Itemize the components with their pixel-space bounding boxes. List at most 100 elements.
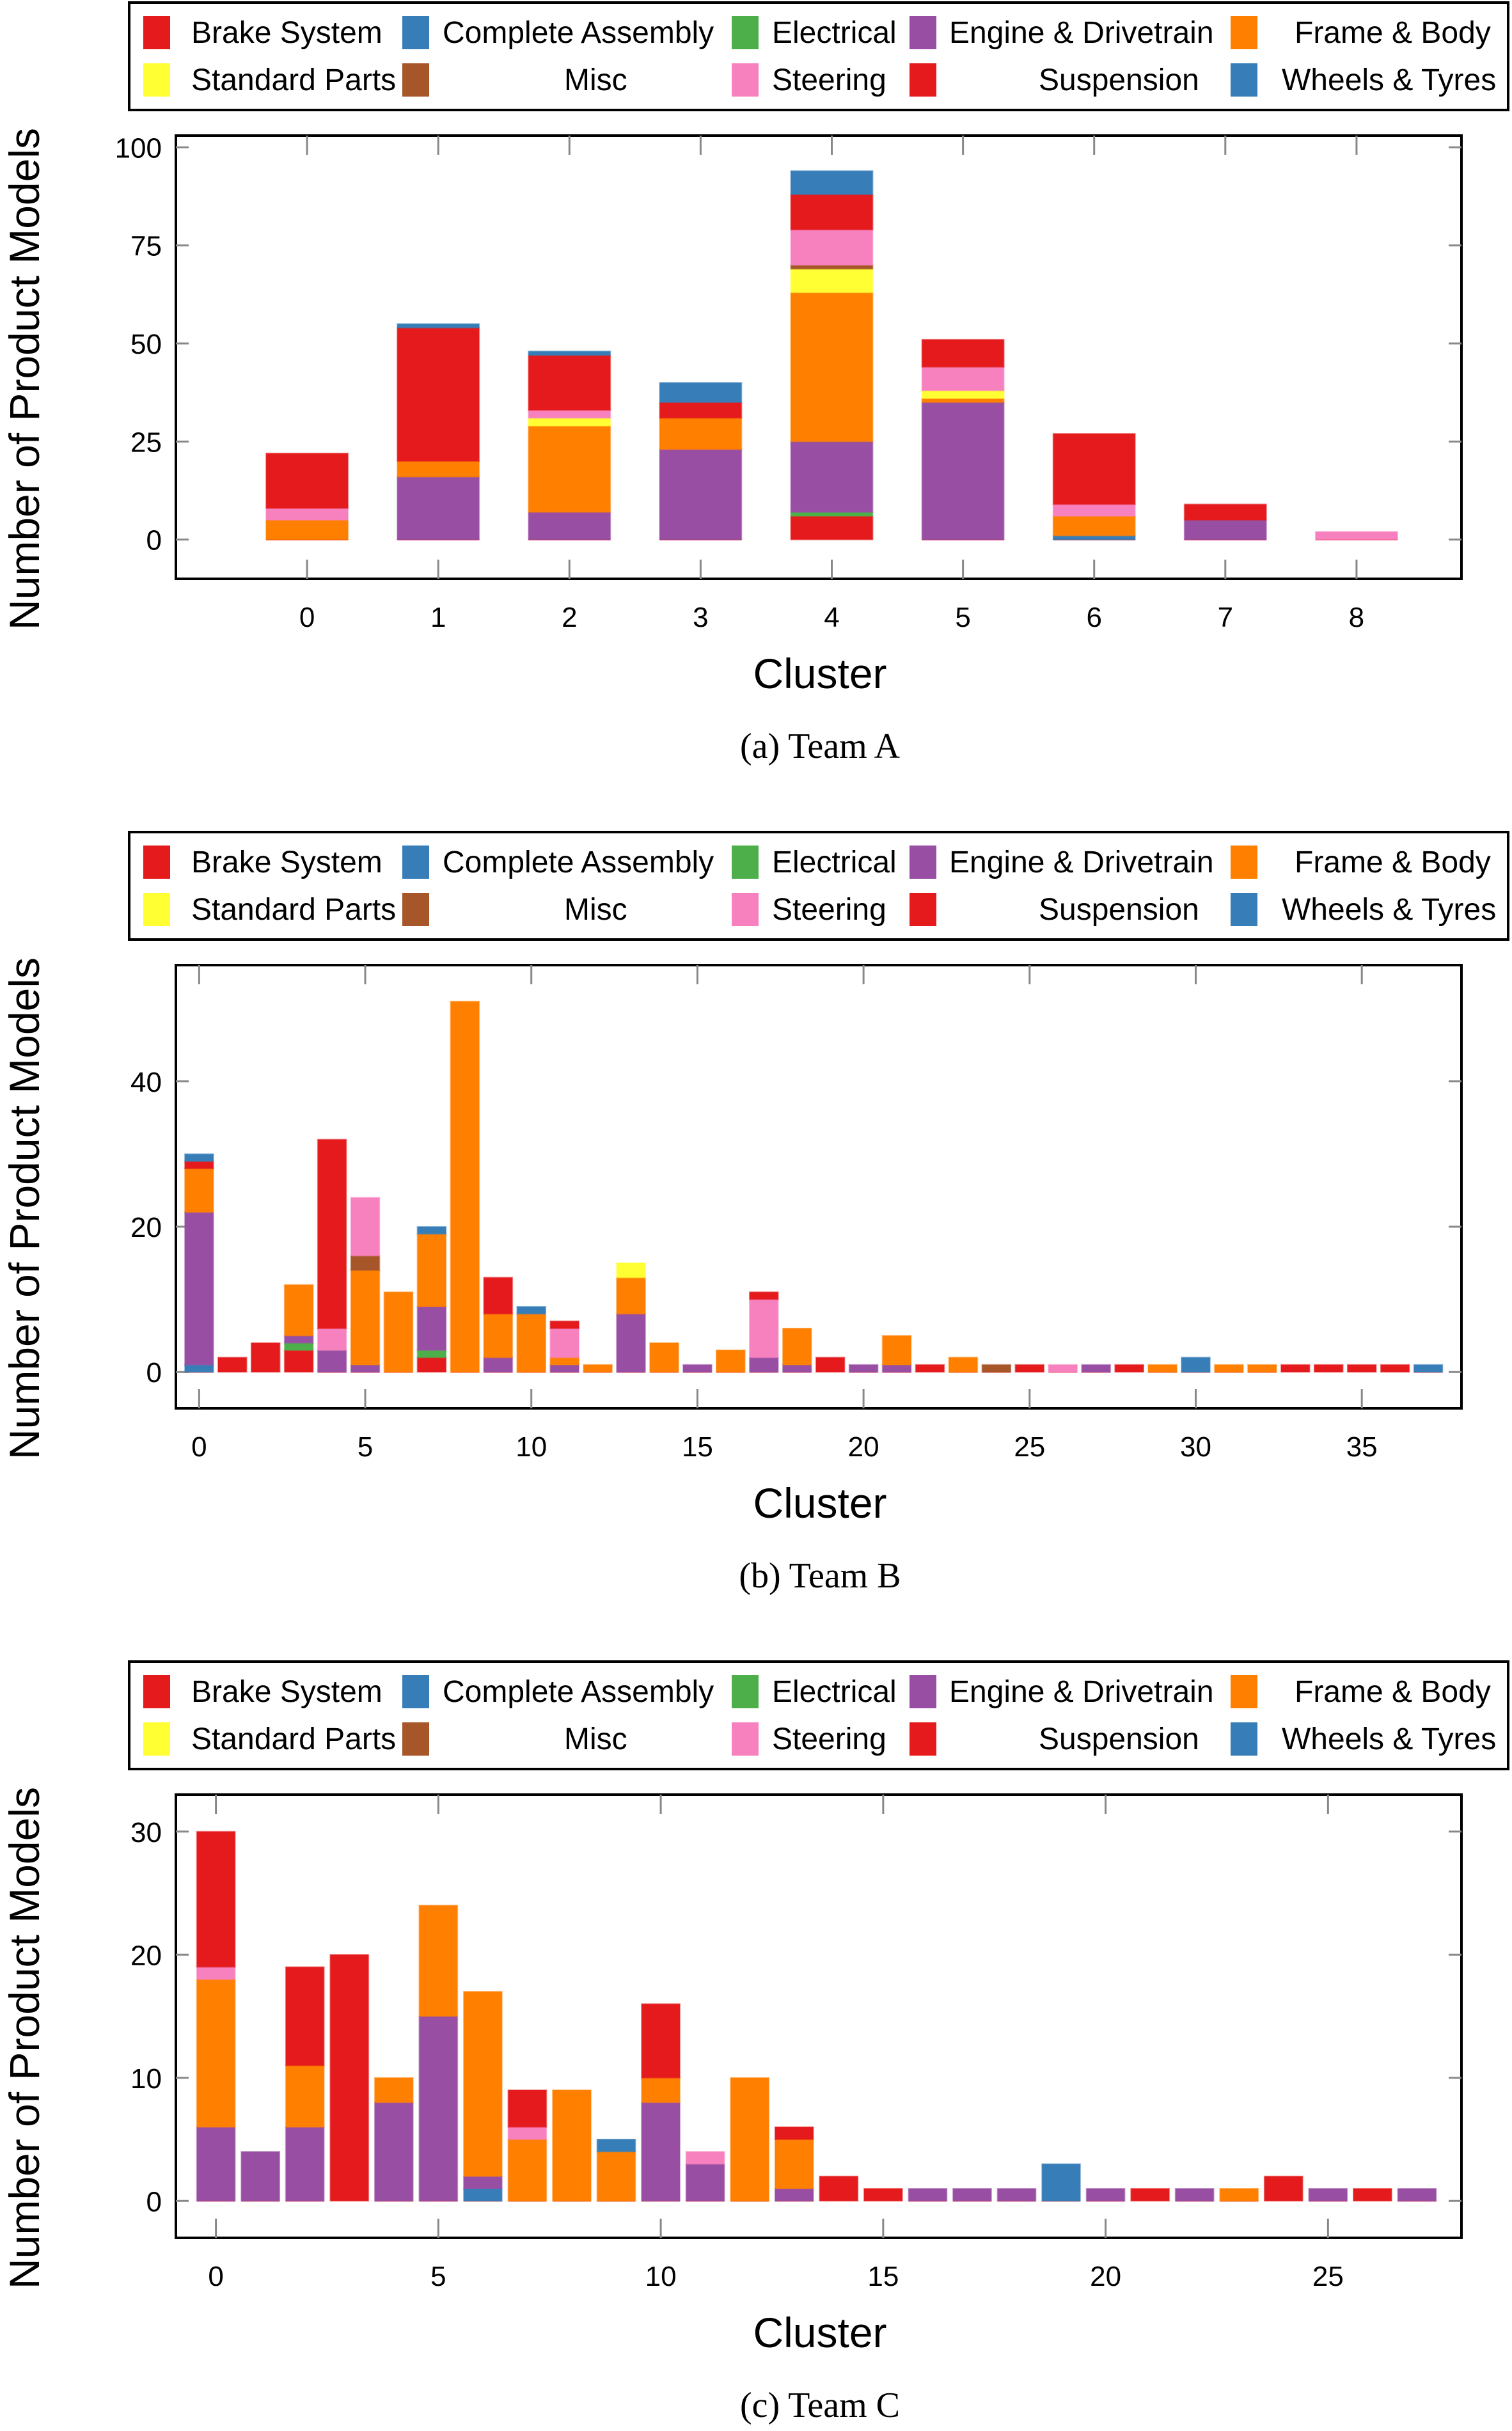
legend-item: Brake System: [143, 1669, 382, 1714]
legend-swatch: [732, 893, 759, 926]
bar-stack: [1214, 1364, 1244, 1373]
legend-item: Complete Assembly: [402, 840, 714, 885]
bar-segment: [549, 1357, 580, 1365]
legend-item: Suspension: [910, 1717, 1199, 1761]
bar-segment: [528, 417, 611, 427]
bar-stack: [1052, 433, 1136, 540]
bar-stack: [1174, 2188, 1215, 2202]
bar-stack: [1247, 1364, 1277, 1373]
bar-segment: [1174, 2188, 1215, 2202]
bar-stack: [774, 2126, 814, 2202]
bar-segment: [952, 2188, 992, 2202]
bar-segment: [1085, 2188, 1126, 2202]
plot-area: 0 25 50 75 100 0 1 2 3 4 5 6 7 8: [115, 132, 1463, 633]
legend-label: Wheels & Tyres: [1282, 1722, 1497, 1756]
x-axis-label: Cluster: [753, 650, 887, 697]
bar-segment: [285, 2126, 325, 2202]
bar-segment: [283, 1284, 314, 1337]
bar-segment: [908, 2188, 948, 2202]
bar-stack: [1014, 1364, 1045, 1373]
legend-label: Frame & Body: [1295, 845, 1491, 879]
bar-segment: [948, 1357, 979, 1373]
bar-segment: [682, 1364, 713, 1373]
bar-segment: [418, 2015, 459, 2202]
legend-label: Misc: [564, 892, 627, 927]
legend-swatch: [402, 63, 429, 97]
legend-item: Electrical: [732, 840, 897, 885]
legend-label: Suspension: [1039, 892, 1199, 927]
panel-team-b: Brake System Complete Assembly Electrical E…: [0, 830, 1512, 1635]
bar-segment: [774, 2126, 814, 2140]
legend-item: Wheels & Tyres: [1231, 58, 1496, 102]
legend-item: Misc: [402, 58, 627, 102]
legend-label: Wheels & Tyres: [1282, 63, 1497, 97]
y-tick-label: 20: [130, 1940, 162, 1971]
bar-segment: [641, 2077, 681, 2104]
bar-segment: [374, 2077, 414, 2104]
bar-segment: [659, 417, 743, 450]
legend-label: Standard Parts: [191, 63, 397, 97]
bar-segment: [616, 1277, 646, 1315]
legend-item: Misc: [402, 887, 627, 932]
x-tick-label: 0: [208, 2261, 223, 2292]
legend-label: Complete Assembly: [443, 1674, 714, 1709]
legend-swatch: [910, 893, 936, 926]
bar-stack: [1313, 1364, 1344, 1373]
bar-segment: [240, 2151, 281, 2202]
x-tick-label: 2: [562, 602, 577, 633]
legend-item: Electrical: [732, 10, 897, 55]
bar-segment: [507, 2089, 547, 2128]
bar-stack: [641, 2003, 681, 2202]
bar-stack: [552, 2089, 592, 2202]
bar-stack: [507, 2089, 547, 2202]
x-tick-label: 15: [867, 2261, 899, 2292]
bar-segment: [1219, 2188, 1259, 2202]
bar-segment: [528, 350, 611, 356]
legend: Brake System Complete Assembly Electrical E…: [128, 1, 1509, 111]
bar-segment: [616, 1262, 646, 1278]
x-tick-label: 20: [848, 1431, 879, 1463]
bar-segment: [1052, 503, 1136, 517]
legend-swatch: [1231, 1722, 1257, 1756]
bar-stack: [952, 2188, 992, 2202]
bar-segment: [462, 1991, 503, 2177]
bar-segment: [774, 2188, 814, 2202]
bar-segment: [374, 2102, 414, 2202]
legend-label: Misc: [564, 1722, 627, 1756]
legend-swatch: [910, 1722, 936, 1756]
legend-label: Frame & Body: [1295, 1674, 1491, 1709]
bar-stack: [863, 2188, 903, 2202]
bar-segment: [1314, 531, 1398, 540]
bar-segment: [790, 229, 874, 266]
legend-item: Standard Parts: [143, 58, 396, 102]
bar-stack: [996, 2188, 1037, 2202]
x-tick-label: 5: [358, 1431, 373, 1463]
bar-segment: [184, 1160, 214, 1170]
bar-segment: [1413, 1364, 1444, 1373]
legend-label: Suspension: [1039, 1722, 1199, 1756]
bar-stack: [716, 1349, 746, 1373]
bar-stack: [1048, 1364, 1078, 1373]
bar-segment: [549, 1328, 580, 1358]
bar-segment: [317, 1138, 347, 1330]
bar-stack: [819, 2175, 859, 2202]
bar-stack: [374, 2077, 414, 2202]
bar-stack: [915, 1364, 945, 1373]
plot-area: 0 10 20 30 0 5 10 15 20 25: [130, 1793, 1463, 2292]
x-tick-label: 10: [645, 2261, 677, 2292]
bar-segment: [782, 1364, 812, 1373]
bar-stack: [649, 1342, 679, 1373]
bar-segment: [748, 1298, 779, 1358]
bar-stack: [1041, 2163, 1081, 2202]
legend-swatch: [1231, 893, 1257, 926]
bar-stack: [1263, 2175, 1303, 2202]
legend-label: Standard Parts: [191, 1722, 397, 1756]
bar-segment: [659, 402, 743, 419]
bar-segment: [790, 193, 874, 231]
bar-stack: [790, 170, 874, 540]
bar-segment: [1280, 1364, 1311, 1373]
legend-label: Electrical: [772, 845, 897, 879]
bar-segment: [815, 1357, 846, 1373]
bar-segment: [790, 268, 874, 294]
legend-item: Steering: [732, 887, 886, 932]
